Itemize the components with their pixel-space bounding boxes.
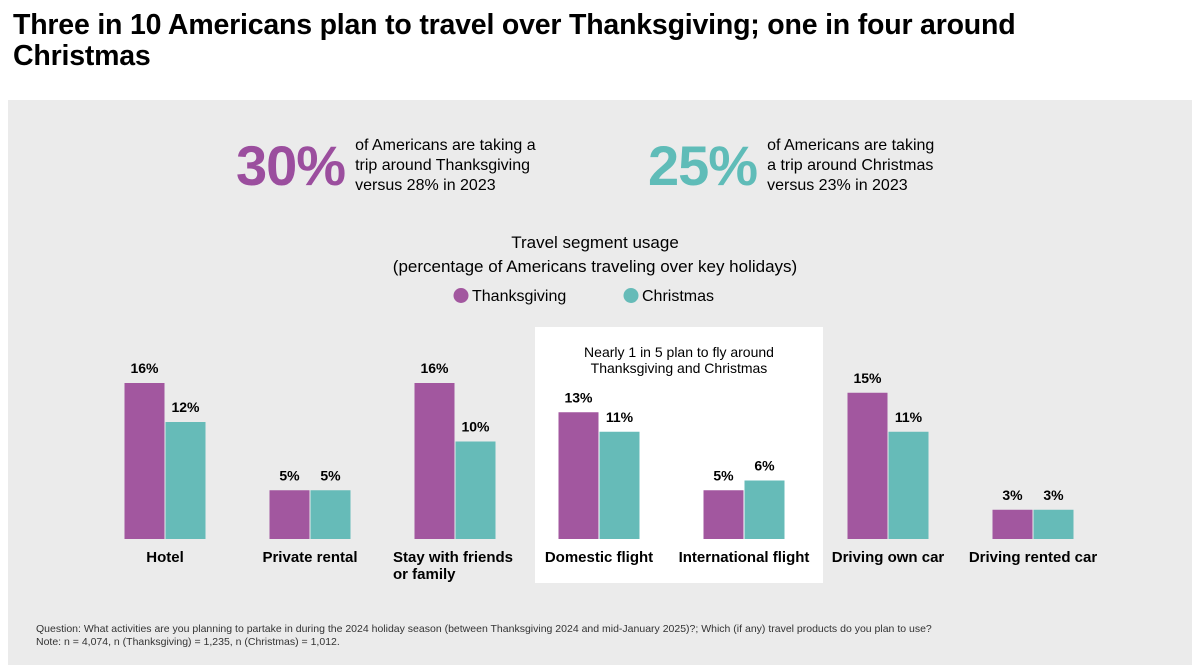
bar-hotel-christmas [165, 422, 206, 539]
bar-hotel-thanksgiving [124, 383, 165, 539]
thanksgiving-stat-value: 30% [236, 134, 346, 197]
value-label-hotel-christmas: 12% [171, 399, 200, 415]
thanksgiving-stat: 30% of Americans are taking a trip aroun… [236, 136, 536, 196]
footnote-question: Question: What activities are you planni… [36, 623, 932, 635]
footnote: Question: What activities are you planni… [36, 623, 932, 649]
christmas-stat-line-1: of Americans are taking [767, 137, 935, 154]
thanksgiving-stat-line-2: trip around Thanksgiving [355, 157, 531, 174]
bar-stay-with-friends-or-family-thanksgiving [414, 383, 455, 539]
bar-driving-rented-car-christmas [1033, 509, 1074, 539]
bar-private-rental-thanksgiving [269, 490, 310, 539]
value-label-private-rental-christmas: 5% [320, 467, 341, 483]
value-label-private-rental-thanksgiving: 5% [279, 467, 300, 483]
travel-segment-chart: Travel segment usage (percentage of Amer… [124, 233, 1098, 583]
value-label-driving-rented-car-thanksgiving: 3% [1002, 487, 1023, 503]
thanksgiving-stat-text: of Americans are taking a trip around Th… [355, 136, 536, 196]
bar-domestic-flight-thanksgiving [558, 412, 599, 539]
bar-international-flight-thanksgiving [703, 490, 744, 539]
value-label-domestic-flight-thanksgiving: 13% [564, 389, 593, 405]
bar-private-rental-christmas [310, 490, 351, 539]
value-label-stay-with-friends-or-family-thanksgiving: 16% [420, 360, 449, 376]
christmas-stat-text: of Americans are taking a trip around Ch… [767, 136, 934, 196]
bar-stay-with-friends-or-family-christmas [455, 441, 496, 539]
legend-christmas-label: Christmas [642, 288, 714, 305]
bar-driving-rented-car-thanksgiving [992, 509, 1033, 539]
thanksgiving-stat-line-1: of Americans are taking a [355, 137, 536, 154]
category-label-driving-own-car: Driving own car [832, 549, 945, 566]
value-label-stay-with-friends-or-family-christmas: 10% [461, 419, 490, 435]
category-label-domestic-flight: Domestic flight [545, 549, 653, 566]
flight-annotation-line-2: Thanksgiving and Christmas [591, 360, 768, 376]
category-label-stay-with-friends-or-family: Stay with friends or family [393, 549, 513, 583]
christmas-stat: 25% of Americans are taking a trip aroun… [648, 136, 934, 196]
thanksgiving-stat-line-3: versus 28% in 2023 [355, 177, 496, 194]
christmas-stat-line-3: versus 23% in 2023 [767, 177, 908, 194]
bar-domestic-flight-christmas [599, 431, 640, 539]
value-label-driving-rented-car-christmas: 3% [1043, 487, 1064, 503]
bar-international-flight-christmas [744, 480, 785, 539]
legend-christmas-swatch [623, 288, 639, 303]
flight-annotation-line-1: Nearly 1 in 5 plan to fly around [584, 344, 774, 360]
legend-thanksgiving-label: Thanksgiving [472, 288, 566, 305]
page-title: Three in 10 Americans plan to travel ove… [13, 9, 1016, 72]
chart-bars: 16% 12% Hotel 5% 5% Private rental 16% 10% Stay … [124, 360, 1098, 583]
chart-title-line-2: (percentage of Americans traveling over … [393, 257, 797, 276]
infographic-panel: 30% of Americans are taking a trip aroun… [8, 100, 1192, 665]
bar-driving-own-car-thanksgiving [847, 392, 888, 539]
christmas-stat-value: 25% [648, 134, 758, 197]
value-label-international-flight-christmas: 6% [754, 458, 775, 474]
value-label-driving-own-car-thanksgiving: 15% [853, 370, 882, 386]
footnote-note: Note: n = 4,074, n (Thanksgiving) = 1,23… [36, 636, 340, 648]
value-label-hotel-thanksgiving: 16% [130, 360, 159, 376]
bar-driving-own-car-christmas [888, 431, 929, 539]
christmas-stat-line-2: a trip around Christmas [767, 157, 934, 174]
category-label-private-rental: Private rental [262, 549, 357, 566]
category-label-hotel: Hotel [146, 549, 184, 566]
legend-thanksgiving-swatch [453, 288, 469, 303]
value-label-driving-own-car-christmas: 11% [895, 409, 923, 425]
value-label-international-flight-thanksgiving: 5% [713, 467, 734, 483]
chart-title-line-1: Travel segment usage [511, 233, 679, 252]
category-label-international-flight: International flight [679, 549, 810, 566]
category-label-driving-rented-car: Driving rented car [969, 549, 1098, 566]
value-label-domestic-flight-christmas: 11% [606, 409, 634, 425]
